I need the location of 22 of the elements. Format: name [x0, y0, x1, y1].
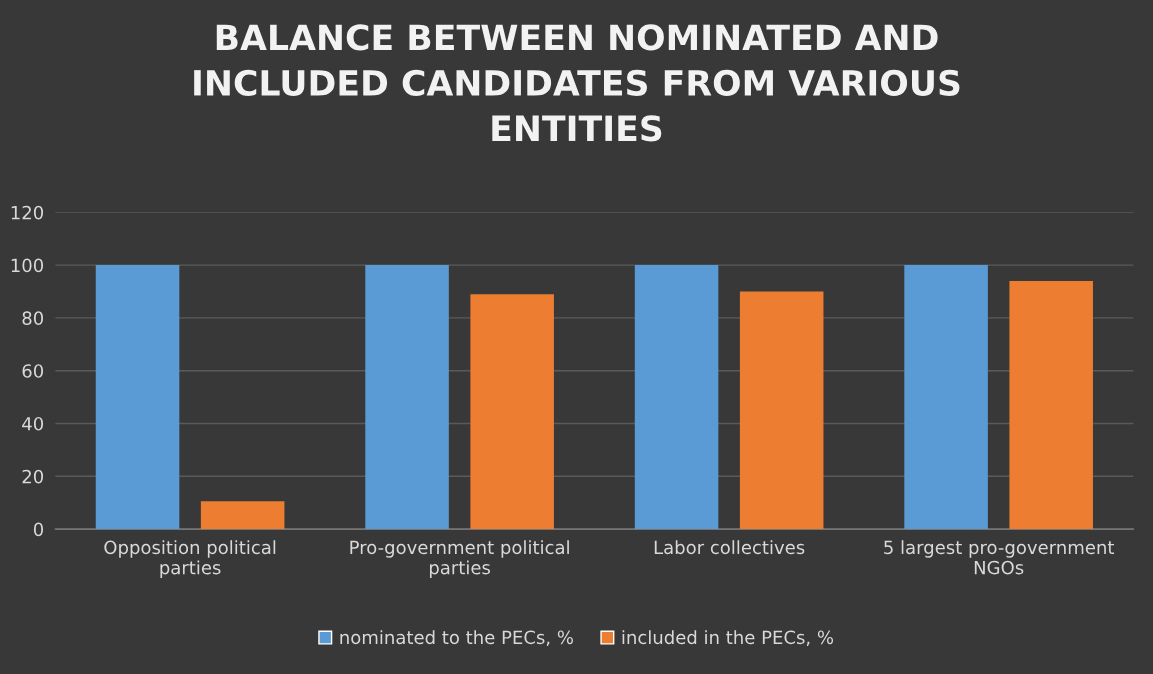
bar [904, 265, 988, 530]
bar [365, 265, 449, 530]
x-tick-label: Pro-government political parties [350, 540, 569, 578]
x-tick-label: 5 largest pro-government NGOs [884, 540, 1115, 575]
y-tick-label: 40 [22, 416, 44, 431]
y-tick-label: 100 [11, 258, 44, 273]
chart-title: BALANCE BETWEEN NOMINATED AND INCLUDED CANDIDATES FROM VARIOUS ENTITIES [194, 24, 960, 142]
bar [634, 265, 719, 530]
bar [200, 501, 285, 530]
legend-label: included in the PECs, % [622, 630, 834, 646]
bar [739, 291, 824, 530]
y-tick-label: 80 [22, 311, 44, 326]
y-tick-label: 0 [33, 522, 44, 537]
x-tick-label: Labor collectives [654, 540, 805, 555]
bar [470, 294, 554, 530]
y-tick-label: 20 [22, 469, 44, 484]
y-tick-label: 120 [11, 205, 44, 220]
legend-label: nominated to the PECs, % [340, 630, 573, 646]
bar [1009, 280, 1093, 530]
bar [95, 265, 180, 530]
x-tick-label: Opposition political parties [104, 540, 276, 578]
y-tick-label: 60 [22, 364, 44, 378]
